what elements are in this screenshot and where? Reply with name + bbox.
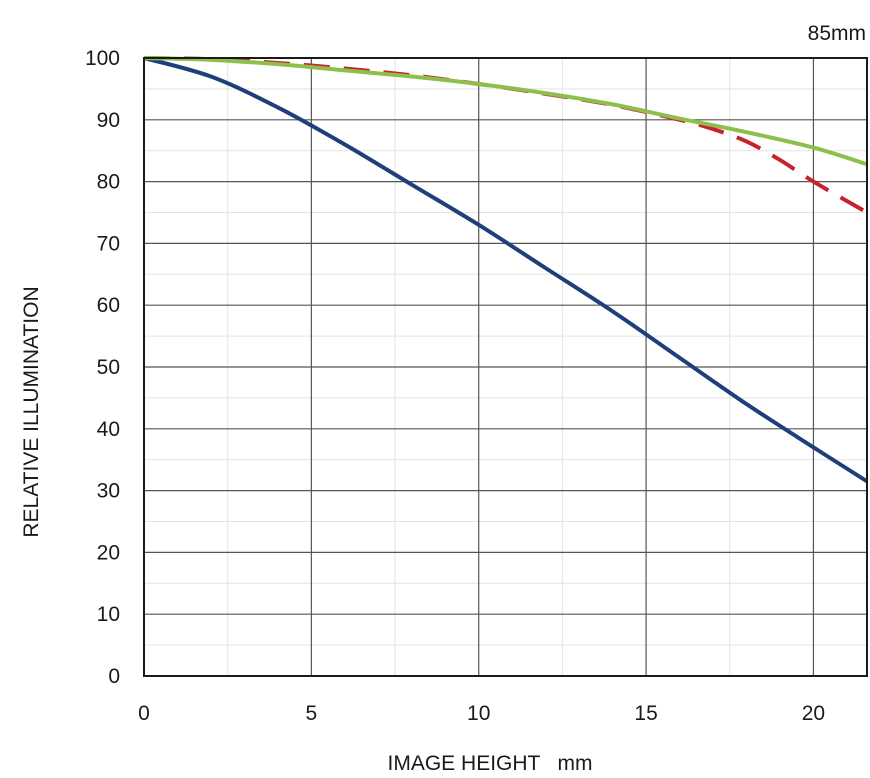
y-tick-label: 0 bbox=[108, 665, 120, 688]
y-tick-label: 30 bbox=[97, 480, 120, 503]
y-tick-label: 60 bbox=[97, 294, 120, 317]
series-line-blue bbox=[144, 56, 867, 484]
y-tick-label: 20 bbox=[97, 541, 120, 564]
y-tick-label: 100 bbox=[85, 47, 120, 70]
x-axis-label: IMAGE HEIGHT mm bbox=[388, 752, 593, 775]
y-tick-label: 80 bbox=[97, 171, 120, 194]
x-tick-labels: 0 5 10 15 20 bbox=[138, 702, 825, 725]
chart-title: 85mm bbox=[808, 22, 866, 45]
y-tick-label: 10 bbox=[97, 603, 120, 626]
x-tick-label: 0 bbox=[138, 702, 150, 725]
x-tick-label: 5 bbox=[306, 702, 318, 725]
x-tick-label: 15 bbox=[634, 702, 657, 725]
series-line-green bbox=[144, 56, 867, 167]
x-tick-label: 10 bbox=[467, 702, 490, 725]
series-lines bbox=[144, 56, 867, 484]
x-tick-label: 20 bbox=[802, 702, 825, 725]
y-tick-label: 40 bbox=[97, 418, 120, 441]
grid bbox=[144, 58, 867, 676]
y-tick-label: 90 bbox=[97, 109, 120, 132]
plot-frame bbox=[143, 57, 868, 677]
y-tick-label: 50 bbox=[97, 356, 120, 379]
y-tick-labels: 0 10 20 30 40 50 60 70 80 90 100 bbox=[85, 47, 120, 688]
y-tick-label: 70 bbox=[97, 232, 120, 255]
y-axis-label: RELATIVE ILLUMINATION bbox=[20, 286, 43, 537]
